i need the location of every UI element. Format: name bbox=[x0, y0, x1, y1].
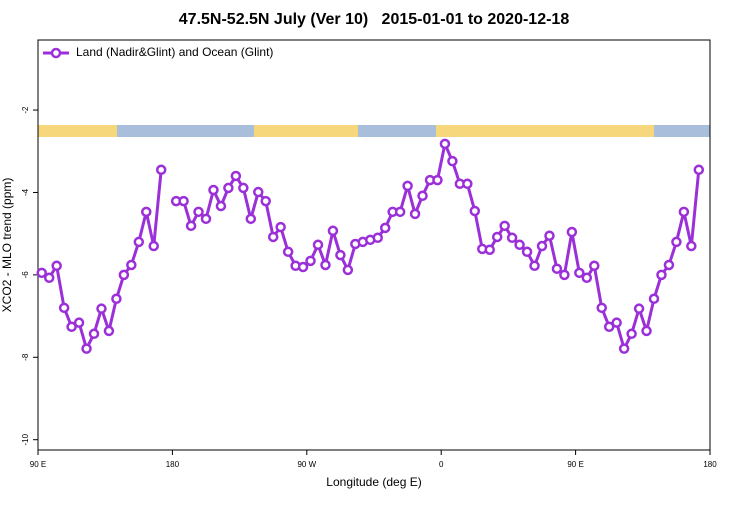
point bbox=[342, 264, 354, 276]
point bbox=[447, 155, 458, 167]
y-tick-label: -4 bbox=[21, 188, 30, 196]
point bbox=[297, 261, 309, 273]
point bbox=[402, 180, 413, 192]
point bbox=[36, 267, 47, 279]
point bbox=[88, 328, 100, 340]
point bbox=[678, 206, 690, 218]
point bbox=[648, 293, 660, 305]
point bbox=[185, 220, 197, 232]
point bbox=[432, 174, 443, 186]
point bbox=[491, 231, 503, 243]
point bbox=[230, 170, 242, 182]
point bbox=[73, 317, 85, 328]
point bbox=[223, 182, 234, 194]
x-tick-label: 90 E bbox=[567, 460, 583, 469]
x-tick-label: 0 bbox=[439, 460, 444, 469]
point bbox=[96, 303, 107, 314]
x-tick-label: 180 bbox=[166, 460, 180, 469]
point bbox=[499, 220, 510, 232]
point bbox=[379, 222, 391, 234]
point bbox=[663, 259, 675, 271]
point bbox=[103, 325, 115, 337]
point bbox=[439, 138, 451, 150]
point bbox=[633, 303, 645, 314]
chart-title: 47.5N-52.5N July (Ver 10) 2015-01-01 to … bbox=[179, 11, 570, 28]
point bbox=[275, 221, 286, 233]
plot-frame bbox=[37, 39, 711, 451]
point bbox=[559, 269, 570, 281]
point bbox=[260, 195, 271, 207]
point bbox=[43, 272, 55, 284]
point bbox=[671, 236, 682, 248]
point bbox=[506, 232, 518, 244]
point bbox=[141, 206, 152, 218]
point bbox=[462, 178, 473, 190]
y-tick-label: -10 bbox=[21, 433, 30, 445]
point bbox=[58, 302, 70, 314]
point bbox=[641, 325, 652, 337]
point bbox=[626, 328, 637, 340]
point bbox=[521, 246, 533, 258]
point bbox=[51, 260, 62, 272]
point bbox=[282, 246, 294, 258]
point bbox=[193, 206, 204, 218]
point bbox=[335, 249, 346, 261]
point bbox=[305, 255, 316, 267]
land-ocean-strip bbox=[38, 125, 710, 137]
legend-label: Land (Nadir&Glint) and Ocean (Glint) bbox=[76, 45, 273, 59]
point bbox=[372, 232, 383, 244]
point bbox=[155, 164, 167, 176]
point bbox=[245, 213, 257, 225]
y-axis-label: XCO2 - MLO trend (ppm) bbox=[0, 178, 14, 313]
point bbox=[618, 343, 630, 354]
point bbox=[118, 269, 130, 281]
point bbox=[514, 239, 525, 251]
y-tick-label: -8 bbox=[21, 353, 30, 361]
point bbox=[484, 244, 495, 255]
point bbox=[312, 239, 324, 251]
y-tick-label: -2 bbox=[21, 106, 30, 114]
point bbox=[574, 267, 585, 279]
point bbox=[327, 225, 339, 237]
point bbox=[603, 321, 615, 333]
point bbox=[126, 259, 137, 271]
point bbox=[148, 240, 159, 252]
point bbox=[133, 236, 145, 248]
point bbox=[267, 231, 279, 243]
point bbox=[215, 200, 227, 212]
point bbox=[238, 182, 249, 194]
point bbox=[581, 272, 593, 284]
x-tick-label: 90 E bbox=[30, 460, 46, 469]
point bbox=[589, 260, 600, 272]
point bbox=[81, 343, 92, 354]
point bbox=[656, 269, 667, 281]
x-tick-label: 90 W bbox=[297, 460, 316, 469]
legend-marker bbox=[50, 47, 62, 59]
point bbox=[544, 230, 555, 241]
y-tick-label: -6 bbox=[21, 271, 30, 279]
point bbox=[394, 206, 406, 218]
point bbox=[469, 205, 481, 217]
point bbox=[409, 208, 421, 220]
point bbox=[417, 190, 428, 202]
point bbox=[529, 260, 540, 272]
point bbox=[208, 184, 219, 196]
point bbox=[111, 293, 122, 305]
point bbox=[66, 321, 77, 333]
point bbox=[536, 240, 548, 252]
x-tick-label: 180 bbox=[703, 460, 717, 469]
x-axis-label: Longitude (deg E) bbox=[326, 475, 421, 489]
point bbox=[686, 240, 697, 252]
point bbox=[200, 213, 212, 225]
point bbox=[566, 226, 578, 238]
point bbox=[253, 186, 264, 198]
point bbox=[596, 302, 607, 314]
point bbox=[551, 263, 563, 274]
point bbox=[320, 259, 331, 271]
point bbox=[178, 195, 189, 207]
point bbox=[611, 317, 622, 328]
point bbox=[693, 164, 705, 176]
